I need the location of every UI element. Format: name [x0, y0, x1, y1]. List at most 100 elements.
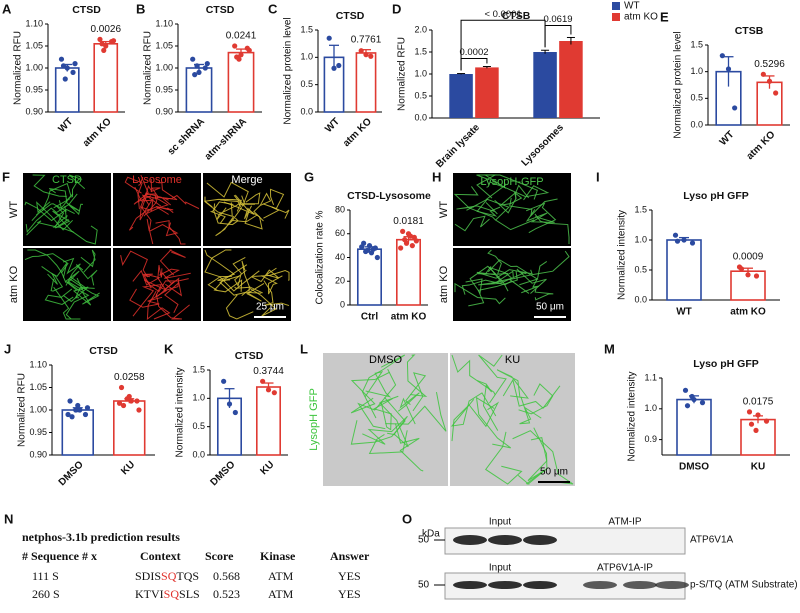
cell-signal: [456, 202, 498, 215]
cell-signal: [47, 263, 68, 285]
bar: [61, 409, 94, 456]
legend-label: WT: [624, 1, 640, 12]
bar: [54, 67, 80, 113]
bar: [227, 51, 255, 113]
bar: [666, 239, 702, 301]
panel-letter: H: [432, 169, 441, 184]
y-tick-label: 1.00: [155, 62, 173, 72]
x-tick-label: DMSO: [208, 459, 237, 488]
chart-title: CTSB: [502, 10, 531, 22]
cell-signal: [52, 205, 75, 233]
cell-signal: [485, 184, 535, 231]
data-point: [236, 56, 242, 62]
data-point: [689, 240, 696, 246]
table-cell: KTVISQSLS: [135, 587, 200, 601]
row-label: WT: [438, 201, 450, 218]
blot-band: [523, 581, 557, 589]
data-point: [364, 247, 371, 253]
cell-signal: [62, 257, 81, 286]
panel-letter: K: [164, 341, 174, 356]
blot-band: [453, 581, 487, 589]
y-tick-label: 1.5: [414, 46, 427, 56]
y-tick-label: 1.05: [29, 382, 47, 392]
data-point: [374, 254, 380, 261]
cell-signal: [487, 249, 509, 275]
blot-band: [623, 581, 657, 589]
chart-title: CTSD: [72, 4, 101, 16]
data-point: [221, 378, 227, 384]
y-tick-label: 80: [335, 204, 345, 214]
context-part: KTVI: [135, 587, 164, 601]
x-tick-label: Ctrl: [361, 312, 378, 323]
y-tick-label: 0.0: [634, 294, 647, 304]
y-axis-label: Normalized RFU: [143, 31, 154, 105]
legend-swatch: [612, 2, 620, 10]
data-point: [732, 105, 738, 111]
table-cell: 111 S: [32, 569, 59, 583]
cell-signal: [68, 278, 100, 305]
micrograph: [113, 248, 201, 321]
cell-signal: [262, 188, 285, 210]
data-point: [204, 61, 210, 67]
cell-signal: [204, 249, 232, 278]
data-point: [118, 384, 125, 391]
y-tick-label: 1.00: [29, 404, 47, 414]
data-point: [359, 244, 365, 250]
cell-signal: [207, 270, 260, 292]
column-label: Merge: [231, 174, 262, 186]
data-point: [99, 41, 105, 47]
column-label: CTSD: [52, 174, 82, 186]
y-tick-label: 0.5: [414, 90, 427, 100]
y-axis-label: Normalized RFU: [397, 37, 408, 111]
cell-signal: [204, 249, 236, 282]
y-axis-label: Colocalization rate %: [315, 210, 326, 304]
cell-signal: [394, 423, 424, 472]
y-tick-label: 1.05: [155, 40, 173, 50]
panel-letter: B: [136, 1, 145, 16]
cell-signal: [27, 249, 67, 283]
cell-signal: [149, 265, 167, 301]
y-tick-label: 1.05: [25, 40, 43, 50]
data-point: [192, 72, 198, 78]
cell-signal: [142, 273, 153, 289]
cell-signal: [499, 191, 523, 206]
panel-letter: C: [268, 1, 278, 16]
data-point: [366, 243, 373, 249]
data-point: [260, 378, 266, 384]
legend-swatch: [612, 13, 620, 21]
data-point: [136, 407, 142, 413]
cell-signal: [451, 354, 496, 395]
x-tick-label: DMSO: [679, 462, 709, 473]
table-cell: YES: [338, 569, 361, 583]
bar: [559, 41, 583, 118]
y-axis-label: Normalized protein level: [673, 31, 684, 138]
cell-signal: [534, 288, 554, 301]
bar: [533, 52, 557, 118]
cell-signal: [525, 209, 555, 223]
table-header: # Sequence # x: [22, 549, 97, 563]
y-tick-label: 1.0: [644, 403, 657, 413]
cell-signal: [525, 202, 557, 234]
cell-signal: [405, 372, 427, 412]
data-point: [103, 43, 109, 49]
p-value: 0.0241: [226, 31, 257, 42]
data-point: [336, 62, 342, 69]
data-point: [190, 56, 196, 62]
cell-signal: [155, 293, 190, 320]
cell-signal: [67, 193, 84, 216]
data-point: [73, 407, 79, 413]
data-point: [755, 412, 761, 418]
bar: [185, 67, 213, 113]
blot-band: [488, 581, 522, 589]
data-point: [202, 65, 208, 71]
data-point: [409, 243, 415, 249]
data-point: [60, 63, 67, 69]
band-label: p-S/TQ (ATM Substrate): [690, 580, 798, 591]
cell-signal: [132, 283, 162, 317]
y-tick-label: 0.0: [300, 106, 313, 116]
cell-signal: [234, 260, 251, 289]
table-cell: ATM: [268, 587, 294, 601]
cell-signal: [451, 401, 500, 442]
column-label: KU: [505, 354, 520, 366]
data-point: [358, 48, 364, 54]
